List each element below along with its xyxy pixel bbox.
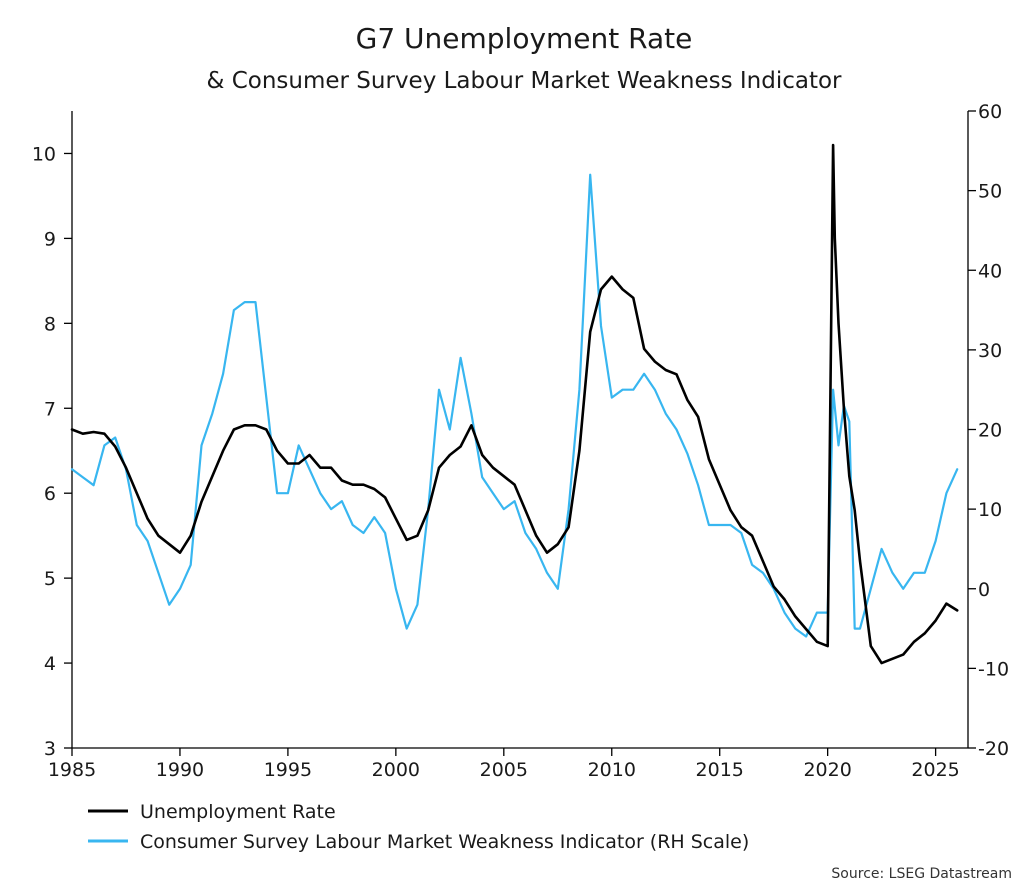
series-line-indicator	[70, 173, 959, 638]
source-note: Source: LSEG Datastream	[831, 866, 1012, 882]
chart-subtitle: & Consumer Survey Labour Market Weakness…	[206, 68, 842, 94]
x-axis-tick-label: 1990	[156, 759, 204, 781]
left-axis-tick-label: 4	[44, 653, 56, 675]
right-axis-tick-label: 60	[978, 101, 1002, 123]
left-axis-tick-label: 6	[44, 483, 56, 505]
right-axis-tick-label: 10	[978, 499, 1002, 521]
legend-label-unemployment: Unemployment Rate	[140, 801, 336, 823]
right-axis-tick-label: 30	[978, 340, 1002, 362]
right-axis-tick-label: -10	[978, 658, 1009, 680]
x-axis-tick-label: 2025	[911, 759, 959, 781]
left-axis-tick-label: 3	[44, 738, 56, 760]
x-axis-tick-label: 2020	[803, 759, 851, 781]
right-axis-tick-label: 20	[978, 420, 1002, 442]
legend: Unemployment Rate Consumer Survey Labour…	[88, 801, 749, 853]
chart-title: G7 Unemployment Rate	[356, 22, 693, 55]
x-axis-tick-label: 1995	[264, 759, 312, 781]
x-axis-tick-label: 2015	[696, 759, 744, 781]
left-axis-tick-label: 5	[44, 568, 56, 590]
left-axis-tick-label: 9	[44, 228, 56, 250]
right-axis-tick-label: -20	[978, 738, 1009, 760]
axes: 3 4 5 6 7 8 9 10 -20 -10 0 10 20 30 40 50 60 1985 1990 1995…	[32, 101, 1009, 781]
left-axis-tick-label: 7	[44, 398, 56, 420]
x-axis-tick-label: 1985	[48, 759, 96, 781]
right-axis-tick-label: 50	[978, 181, 1002, 203]
plot-series	[70, 143, 959, 665]
left-axis-tick-label: 8	[44, 313, 56, 335]
right-axis-tick-label: 0	[978, 579, 990, 601]
x-axis-tick-label: 2000	[372, 759, 420, 781]
x-axis-tick-label: 2005	[480, 759, 528, 781]
right-axis-tick-label: 40	[978, 260, 1002, 282]
left-axis-tick-label: 10	[32, 143, 56, 165]
legend-label-indicator: Consumer Survey Labour Market Weakness I…	[140, 831, 749, 853]
series-line-unemployment	[70, 143, 959, 665]
x-axis-tick-label: 2010	[588, 759, 636, 781]
